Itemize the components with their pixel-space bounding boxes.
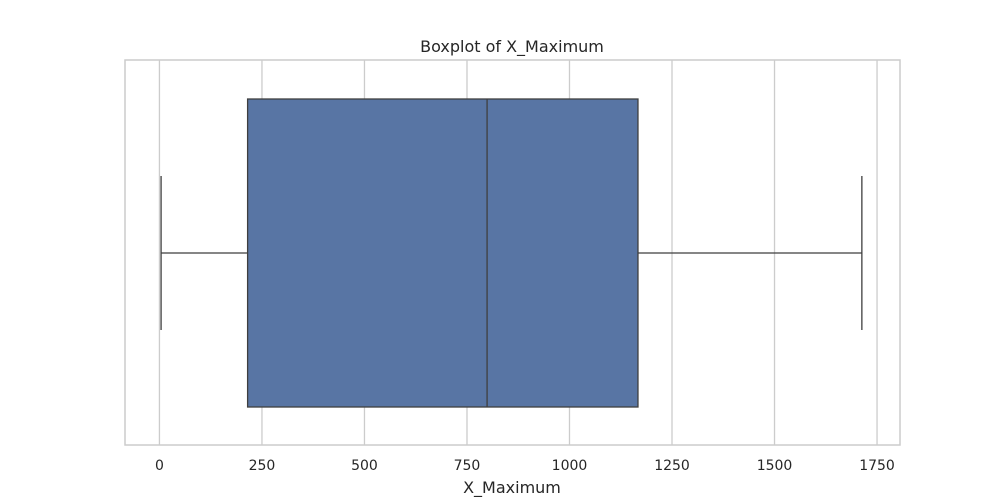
iqr-box — [246, 98, 639, 408]
x-tick-label: 1500 — [757, 458, 793, 474]
x-axis-label: X_Maximum — [463, 478, 561, 498]
plot-frame — [124, 59, 901, 446]
x-tick-label: 500 — [351, 458, 378, 474]
x-tick-label: 1000 — [552, 458, 588, 474]
chart-title: Boxplot of X_Maximum — [420, 37, 604, 57]
x-tick-label: 1250 — [654, 458, 690, 474]
box-group — [160, 98, 863, 408]
x-tick-labels: 0 250 500 750 1000 1250 1500 1750 — [155, 458, 895, 474]
x-tick-label: 250 — [249, 458, 276, 474]
x-tick-label: 750 — [454, 458, 481, 474]
x-tick-label: 1750 — [859, 458, 895, 474]
x-tick-label: 0 — [155, 458, 164, 474]
